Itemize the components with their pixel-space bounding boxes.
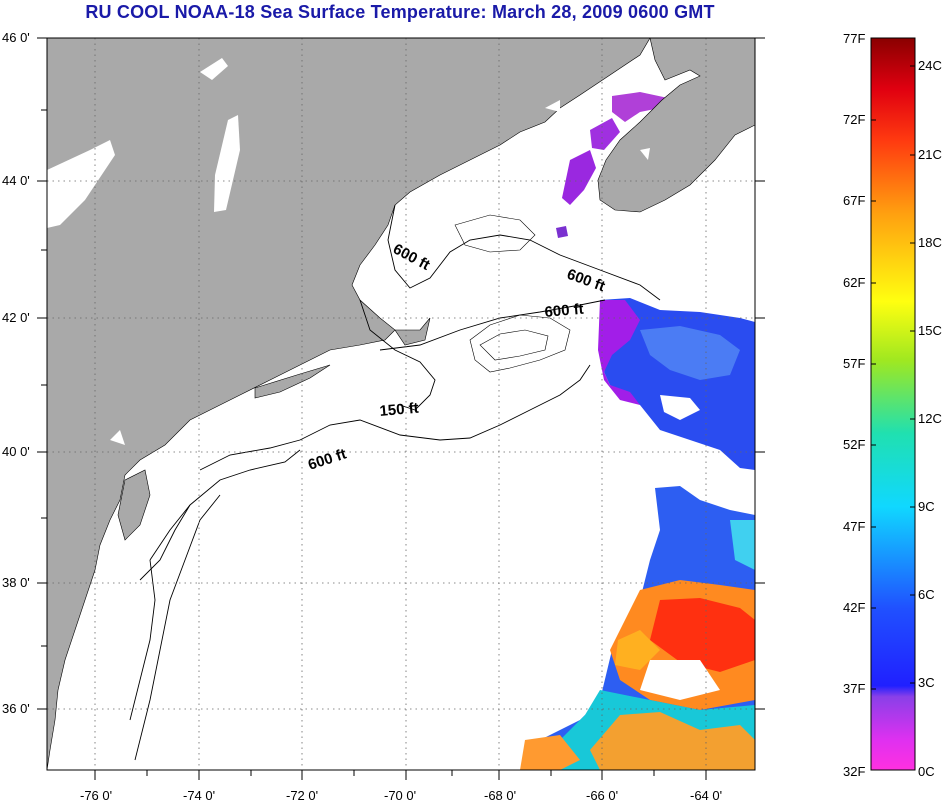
land-delmarva	[117, 469, 151, 541]
colorbar-gradient	[870, 37, 916, 771]
fahrenheit-label: 37F	[843, 681, 865, 696]
fahrenheit-label: 42F	[843, 600, 865, 615]
graticule	[47, 38, 755, 770]
celsius-label: 0C	[918, 764, 935, 779]
lat-label: 40 0'	[2, 444, 30, 459]
contour-label: 150 ft	[379, 400, 420, 420]
longitude-labels: -76 0' -74 0' -72 0' -70 0' -68 0' -66 0…	[80, 788, 722, 803]
map-title: RU COOL NOAA-18 Sea Surface Temperature:…	[85, 2, 715, 22]
land-nova-scotia	[597, 37, 756, 213]
lon-label: -72 0'	[286, 788, 318, 803]
land-long-island	[254, 364, 331, 399]
lat-label: 46 0'	[2, 30, 30, 45]
fahrenheit-label: 52F	[843, 437, 865, 452]
land-mainland	[46, 37, 651, 771]
celsius-label: 21C	[918, 147, 942, 162]
bathymetry-contours	[129, 204, 661, 761]
latitude-labels: 46 0' 44 0' 42 0' 40 0' 38 0' 36 0'	[2, 30, 30, 716]
colorbar-celsius-labels: 24C 21C 18C 15C 12C 9C 6C 3C 0C	[918, 58, 942, 779]
celsius-label: 18C	[918, 235, 942, 250]
celsius-label: 3C	[918, 675, 935, 690]
lon-label: -66 0'	[586, 788, 618, 803]
fahrenheit-label: 62F	[843, 275, 865, 290]
fahrenheit-label: 57F	[843, 356, 865, 371]
colorbar-ticks	[871, 65, 915, 690]
sst-data-layer	[520, 92, 755, 770]
lat-label: 42 0'	[2, 310, 30, 325]
lakes-layer	[47, 58, 650, 445]
celsius-label: 6C	[918, 587, 935, 602]
fahrenheit-label: 47F	[843, 519, 865, 534]
colorbar-fahrenheit-labels: 77F 72F 67F 62F 57F 52F 47F 42F 37F 32F	[843, 31, 865, 779]
lat-label: 36 0'	[2, 701, 30, 716]
land-cape-cod	[394, 317, 431, 346]
lat-label: 38 0'	[2, 575, 30, 590]
lon-label: -64 0'	[690, 788, 722, 803]
fahrenheit-label: 32F	[843, 764, 865, 779]
lon-label: -76 0'	[80, 788, 112, 803]
lat-label: 44 0'	[2, 173, 30, 188]
map-frame	[46, 37, 756, 771]
celsius-label: 24C	[918, 58, 942, 73]
lon-label: -70 0'	[384, 788, 416, 803]
land-layer	[46, 37, 756, 771]
celsius-label: 15C	[918, 323, 942, 338]
frame-ticks	[37, 37, 765, 780]
contour-label: 600 ft	[544, 301, 585, 321]
celsius-label: 12C	[918, 411, 942, 426]
lon-label: -68 0'	[484, 788, 516, 803]
fahrenheit-label: 67F	[843, 193, 865, 208]
fahrenheit-label: 77F	[843, 31, 865, 46]
fahrenheit-label: 72F	[843, 112, 865, 127]
lon-label: -74 0'	[183, 788, 215, 803]
celsius-label: 9C	[918, 499, 935, 514]
